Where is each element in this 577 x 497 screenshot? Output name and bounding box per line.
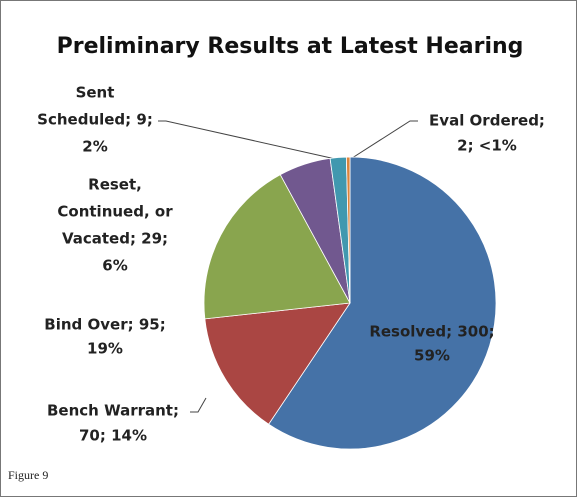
caption: Figure 9: [8, 468, 48, 482]
data-label: Reset,: [88, 176, 142, 194]
data-label: Sent: [76, 84, 115, 102]
pie-slice: [345, 156, 351, 304]
data-label: 2%: [82, 138, 107, 156]
data-label: Vacated; 29;: [62, 230, 168, 248]
data-label: Bind Over; 95;: [44, 316, 165, 334]
pie-slice: [204, 302, 351, 425]
leader-line: [158, 120, 341, 161]
pie-slice: [268, 156, 497, 450]
data-label: 70; 14%: [79, 427, 147, 445]
data-label: 59%: [414, 347, 450, 365]
data-label: Scheduled; 9;: [37, 111, 153, 129]
data-label: 19%: [87, 340, 123, 358]
leader-line: [348, 120, 418, 161]
data-label: Bench Warrant;: [47, 402, 179, 420]
pie-slice: [203, 174, 351, 320]
data-label: Resolved; 300;: [369, 323, 494, 341]
data-label: Continued, or: [57, 203, 173, 221]
data-label: Eval Ordered;: [429, 112, 545, 130]
leader-line: [190, 397, 207, 413]
chart-title: Preliminary Results at Latest Hearing: [57, 34, 524, 59]
data-label: 6%: [102, 257, 127, 275]
data-label: 2; <1%: [457, 137, 517, 155]
